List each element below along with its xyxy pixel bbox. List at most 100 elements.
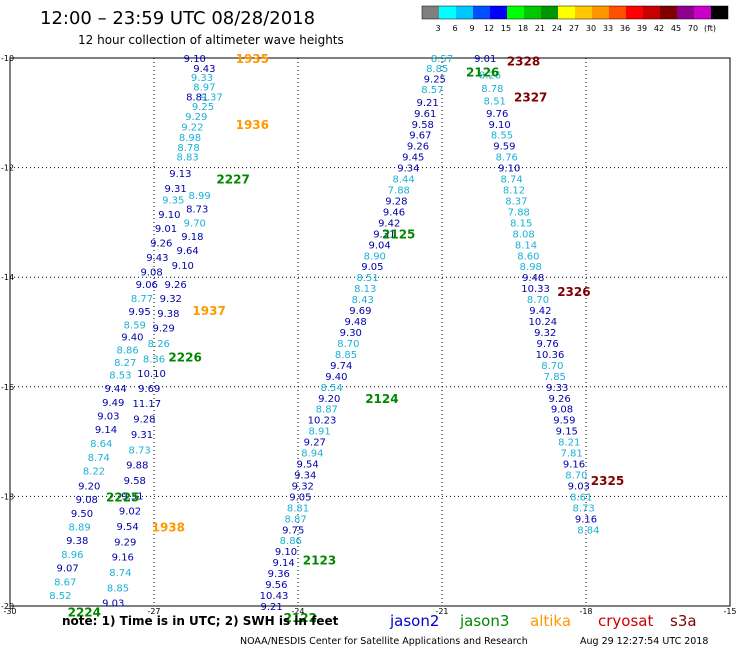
swh-point: 8.98 [520,262,542,273]
swh-point: 9.26 [164,280,186,291]
swh-point: 10.43 [260,591,289,602]
swh-point: 9.16 [563,460,585,471]
time-label: 1936 [236,118,269,132]
swh-point: 8.87 [284,514,306,525]
satellite-legend: jason2 jason3 altika cryosat s3a [389,612,697,630]
swh-point: 10.33 [521,284,550,295]
swh-point: 9.31 [164,184,186,195]
swh-point: 9.31 [131,430,153,441]
swh-point: 7.88 [508,207,530,218]
swh-point: 9.76 [486,109,508,120]
swh-point: 8.64 [90,439,112,450]
swh-point: 8.86 [280,536,302,547]
swh-point: 8.85 [107,583,129,594]
time-label: 2325 [591,474,624,488]
satellite-label: jason3 [459,612,509,630]
x-tick-label: -18 [579,607,592,616]
swh-point: 9.64 [176,246,198,257]
scale-label: 18 [518,24,528,33]
swh-point: 8.57 [421,85,443,96]
swh-point: 8.94 [301,449,323,460]
scale-swatch [473,6,490,19]
swh-point: 8.70 [527,295,549,306]
swh-point: 9.38 [157,309,179,320]
swh-point: 8.26 [479,70,501,81]
swh-point: 7.81 [560,449,582,460]
swh-point: 9.28 [385,196,407,207]
scale-label: 24 [552,24,562,33]
chart-subtitle: 12 hour collection of altimeter wave hei… [78,33,344,47]
plot-area: -30 -27 -24 -21 -18 -15 -10 -12 -14 -16 -18 -20 9.1… [1,52,737,625]
swh-point: 8.85 [426,64,448,75]
swh-point: 8.77 [131,294,153,305]
swh-point: 8.37 [505,196,527,207]
swh-point: 9.74 [330,361,352,372]
swh-point: 9.10 [158,210,180,221]
swh-point: 9.27 [304,438,326,449]
time-label: 2126 [466,66,499,80]
swh-point: 8.70 [337,339,359,350]
swh-point: 9.10 [498,164,520,175]
satellite-label: s3a [670,612,697,630]
swh-point: 8.78 [481,84,503,95]
swh-point: 9.95 [128,307,150,318]
swh-point: 9.40 [325,372,347,383]
swh-point: 10.10 [137,369,166,380]
time-labels: 1935 1936 2227 1937 2226 2225 1938 2224 2125 2124… [68,52,625,625]
swh-point: 9.06 [136,280,158,291]
swh-point: 8.59 [124,320,146,331]
swh-point: 9.20 [78,481,100,492]
swh-point: 9.26 [407,142,429,153]
swh-point: 9.54 [296,460,318,471]
swh-point: 8.60 [517,251,539,262]
scale-swatch [694,6,711,19]
swh-point: 9.05 [289,492,311,503]
swh-point: 9.04 [368,240,390,251]
time-label: 2123 [303,553,336,567]
time-label: 2326 [557,285,590,299]
scale-swatch [439,6,456,19]
swh-point: 9.29 [152,324,174,335]
swh-point: 9.46 [383,207,405,218]
swh-point: 9.70 [184,218,206,229]
swh-point: 8.70 [565,470,587,481]
swh-point: 9.45 [402,153,424,164]
swh-point: 8.90 [364,251,386,262]
swh-point: 9.36 [268,569,290,580]
swh-point: 9.30 [340,328,362,339]
swh-point: 8.96 [61,550,83,561]
y-tick-label: -16 [1,383,14,392]
x-tick-label: -21 [435,607,448,616]
swh-point: 9.42 [378,218,400,229]
swh-point: 9.76 [536,339,558,350]
swh-point: 9.75 [282,525,304,536]
swh-point: 9.35 [162,195,184,206]
swh-point: 9.34 [294,470,316,481]
scale-label: 70 [688,24,698,33]
scale-label: 39 [637,24,647,33]
scale-label: 33 [603,24,613,33]
time-label: 2124 [365,392,398,406]
gridlines [10,58,730,606]
swh-point: 9.03 [97,411,119,422]
x-tick-label: -27 [147,607,160,616]
swh-point: 9.08 [76,495,98,506]
swh-point: 9.32 [160,294,182,305]
swh-point: 9.33 [191,73,213,84]
scale-label: 27 [569,24,579,33]
swh-point: 9.58 [124,476,146,487]
time-label: 2327 [514,90,547,104]
swh-point: 9.43 [193,64,215,75]
time-label: 2224 [68,605,101,619]
plot-frame [9,57,731,607]
color-scale-legend: 3 6 9 12 15 18 21 24 27 30 33 36 39 42 45 70 (ft) [421,5,729,33]
swh-point: 8.13 [354,284,376,295]
swh-point: 8.84 [577,525,599,536]
swh-point: 8.22 [83,467,105,478]
swh-point: 8.74 [500,175,522,186]
swh-point: 11.17 [132,399,161,410]
swh-point: 9.07 [56,564,78,575]
time-label: 1938 [152,521,185,535]
swh-point: 9.21 [260,602,282,613]
swh-point: 9.08 [140,268,162,279]
